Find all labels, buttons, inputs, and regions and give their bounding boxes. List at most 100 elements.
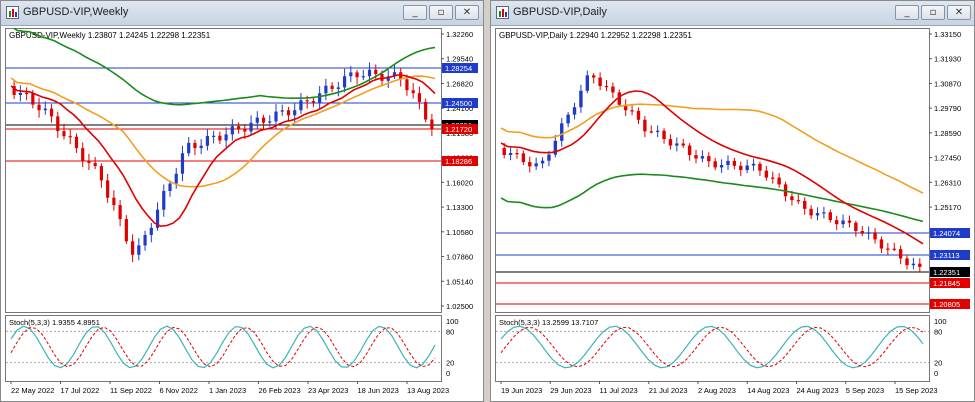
- moving-average-slow: [12, 28, 436, 106]
- price-tick-label: 1.27450: [934, 154, 961, 163]
- candle: [342, 76, 347, 88]
- close-button[interactable]: ✕: [947, 5, 971, 20]
- candle: [218, 135, 222, 141]
- candle: [623, 104, 628, 111]
- candle: [149, 227, 153, 235]
- candle: [687, 145, 692, 156]
- candle: [224, 134, 228, 141]
- candle: [12, 86, 16, 96]
- candle: [592, 75, 596, 78]
- stoch-signal-line: [500, 326, 924, 368]
- daily-chart[interactable]: GBPUSD-VIP,Daily 1.22940 1.22952 1.22298…: [495, 28, 972, 400]
- candle: [521, 153, 526, 163]
- price-box: [442, 63, 478, 73]
- date-tick-label: 23 Apr 2023: [308, 386, 348, 395]
- candle: [180, 153, 185, 174]
- chart-header: GBPUSD-VIP,Weekly 1.23807 1.24245 1.2229…: [9, 31, 211, 40]
- candle: [828, 212, 832, 221]
- stoch-tick-label: 20: [446, 359, 454, 368]
- stoch-label: Stoch(5,3,3) 13.2599 13.7107: [499, 318, 598, 327]
- restore-button[interactable]: ▫: [429, 5, 453, 20]
- candle: [174, 173, 178, 184]
- candle: [879, 239, 884, 249]
- candle: [841, 220, 845, 225]
- candle: [56, 116, 60, 132]
- daily-chart-window[interactable]: GBPUSD-VIP,Daily _ ▫ ✕ GBPUSD-VIP,Daily …: [490, 0, 975, 402]
- candle: [675, 143, 679, 146]
- candle: [726, 160, 730, 166]
- candle: [112, 197, 116, 206]
- price-box-label: 1.22351: [933, 268, 960, 277]
- price-box: [930, 250, 970, 260]
- chart-icon: [6, 6, 19, 19]
- candle: [745, 165, 749, 171]
- candle: [24, 92, 29, 95]
- candle: [892, 248, 896, 250]
- candle: [31, 93, 35, 105]
- candle: [187, 142, 191, 154]
- moving-average-mid: [500, 103, 924, 194]
- candle: [540, 160, 545, 164]
- price-tick-label: 1.05140: [446, 277, 473, 286]
- candle: [49, 108, 54, 117]
- candle: [355, 72, 359, 78]
- candle: [547, 154, 551, 161]
- minimize-button[interactable]: _: [895, 5, 919, 20]
- window-title: GBPUSD-VIP,Weekly: [23, 6, 129, 18]
- candle: [74, 136, 79, 149]
- candle: [93, 163, 97, 167]
- candle: [199, 145, 203, 149]
- candle: [318, 93, 322, 103]
- candle: [662, 130, 666, 140]
- date-tick-label: 29 Jun 2023: [550, 386, 591, 395]
- candle: [162, 191, 166, 210]
- date-tick-label: 14 Aug 2023: [747, 386, 789, 395]
- price-box-label: 1.24500: [445, 99, 472, 108]
- candle: [598, 77, 602, 87]
- candle: [417, 93, 422, 102]
- candle: [681, 143, 685, 146]
- title-bar[interactable]: GBPUSD-VIP,Weekly _ ▫ ✕: [1, 1, 483, 26]
- weekly-chart[interactable]: GBPUSD-VIP,Weekly 1.23807 1.24245 1.2229…: [5, 28, 481, 400]
- price-box-label: 1.21845: [933, 279, 960, 288]
- candle: [719, 165, 724, 168]
- candle: [528, 162, 532, 167]
- price-box-label: 1.20805: [933, 300, 960, 309]
- candle: [293, 110, 297, 116]
- candle: [553, 140, 558, 155]
- candle: [866, 232, 871, 234]
- price-box-label: 1.21720: [445, 125, 472, 134]
- title-bar[interactable]: GBPUSD-VIP,Daily _ ▫ ✕: [491, 1, 974, 26]
- date-tick-label: 15 Sep 2023: [895, 386, 938, 395]
- stoch-plot-frame: [5, 315, 442, 382]
- minimize-button[interactable]: _: [403, 5, 427, 20]
- candle: [834, 220, 839, 225]
- candle: [99, 166, 104, 181]
- candle: [707, 156, 711, 162]
- price-box-label: 1.23113: [933, 251, 960, 260]
- weekly-chart-window[interactable]: GBPUSD-VIP,Weekly _ ▫ ✕ GBPUSD-VIP,Weekl…: [0, 0, 484, 402]
- date-tick-label: 17 Jul 2022: [61, 386, 100, 395]
- price-box-label: 1.24074: [933, 229, 960, 238]
- chart-icon: [496, 6, 509, 19]
- candle: [732, 160, 737, 166]
- date-tick-label: 22 May 2022: [11, 386, 54, 395]
- price-tick-label: 1.24100: [446, 104, 473, 113]
- date-tick-label: 19 Jun 2023: [501, 386, 542, 395]
- candle: [274, 111, 278, 122]
- price-tick-label: 1.28590: [934, 129, 961, 138]
- candle: [790, 196, 794, 201]
- candle: [380, 74, 384, 81]
- candle: [911, 263, 916, 266]
- candle: [771, 177, 775, 179]
- date-tick-label: 24 Aug 2023: [797, 386, 839, 395]
- close-button[interactable]: ✕: [455, 5, 479, 20]
- restore-button[interactable]: ▫: [921, 5, 945, 20]
- candle: [815, 213, 820, 216]
- candle: [572, 107, 577, 115]
- candle: [324, 85, 328, 94]
- price-box: [930, 228, 970, 238]
- stoch-tick-label: 100: [446, 317, 459, 326]
- candle: [230, 126, 234, 135]
- price-tick-label: 1.29540: [446, 55, 473, 64]
